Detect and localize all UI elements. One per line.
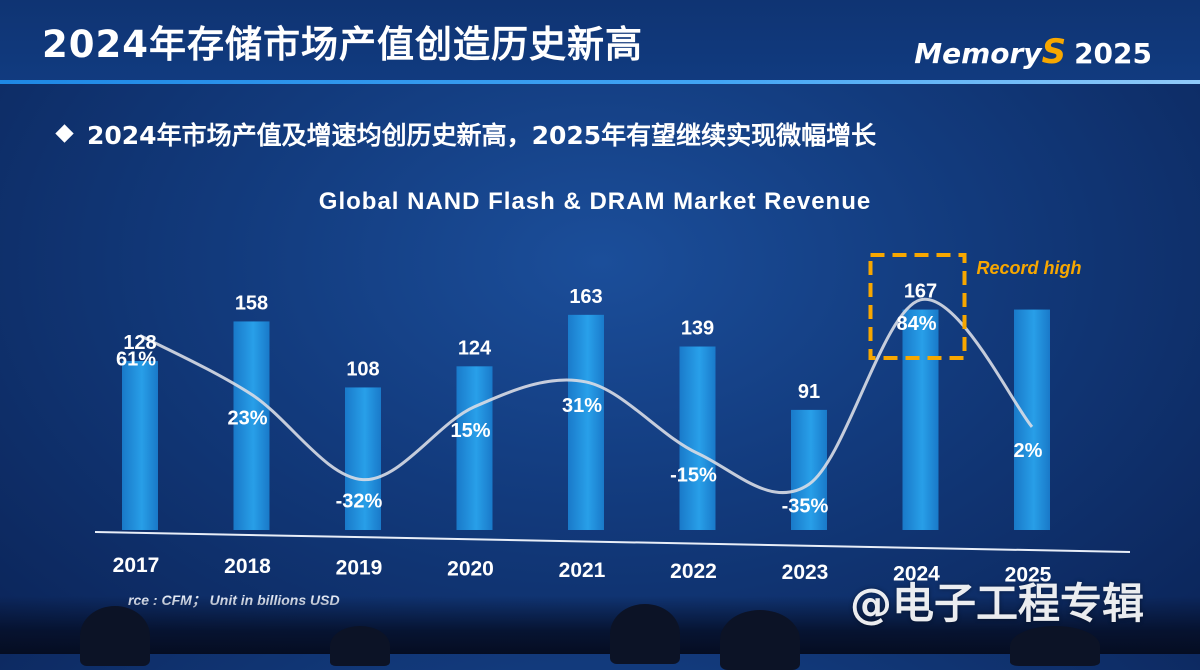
- revenue-value-label: 128: [123, 332, 156, 354]
- growth-rate-label: -15%: [670, 464, 717, 486]
- growth-rate-label: 15%: [450, 420, 490, 442]
- revenue-bar: [345, 387, 381, 530]
- revenue-bar: [456, 366, 493, 530]
- header-band: [0, 0, 1200, 84]
- revenue-value-label: 108: [346, 358, 379, 380]
- x-tick-label: 2017: [113, 554, 160, 577]
- x-tick-label: 2025: [1005, 564, 1052, 587]
- audience-head: [610, 604, 680, 664]
- revenue-value-label: 139: [681, 318, 714, 340]
- growth-rate-label: -35%: [782, 495, 829, 517]
- revenue-value-label: 91: [798, 381, 820, 403]
- chart-title: Global NAND Flash & DRAM Market Revenue: [318, 188, 872, 215]
- audience-silhouettes: [0, 596, 1200, 670]
- growth-rate-label: -32%: [336, 491, 383, 513]
- audience-head: [330, 626, 390, 666]
- revenue-bar: [233, 321, 270, 530]
- growth-rate-label: 2%: [1014, 440, 1043, 462]
- growth-rate-line: [139, 298, 1034, 495]
- revenue-chart: 128 158 108 124 163 139 91 167 61% 23% -32% 15% 31% -…: [94, 253, 1131, 587]
- audience-head: [80, 606, 150, 666]
- growth-rate-label: 61%: [116, 348, 156, 370]
- x-tick-label: 2024: [893, 562, 940, 585]
- revenue-bar: [902, 309, 939, 530]
- memorys-logo: MemoryS 2025: [914, 32, 1152, 72]
- subtitle-text: 2024年市场产值及增速均创历史新高，2025年有望继续实现微幅增长: [87, 121, 877, 150]
- revenue-value-label: 167: [904, 281, 937, 303]
- x-axis-line: [94, 531, 1131, 553]
- growth-rate-label: 84%: [896, 313, 936, 335]
- x-tick-label: 2022: [670, 560, 717, 583]
- revenue-bar: [679, 346, 716, 530]
- x-tick-label: 2023: [782, 561, 829, 584]
- subtitle-row: 2024年市场产值及增速均创历史新高，2025年有望继续实现微幅增长: [55, 116, 877, 152]
- header-rule: [0, 80, 1200, 84]
- audience-head: [1010, 626, 1100, 666]
- x-tick-label: 2019: [336, 556, 383, 579]
- revenue-bar: [568, 314, 604, 530]
- x-tick-label: 2020: [447, 558, 494, 581]
- x-tick-label: 2018: [224, 555, 271, 578]
- revenue-bar: [122, 361, 158, 530]
- growth-rate-label: 31%: [562, 395, 602, 417]
- revenue-bar: [1014, 309, 1050, 530]
- x-tick-label: 2021: [559, 559, 606, 582]
- revenue-value-label: 124: [458, 337, 492, 359]
- logo-prefix: Memory: [914, 37, 1042, 70]
- record-high-highlight-box: [868, 253, 967, 360]
- revenue-value-label: 158: [235, 292, 268, 314]
- record-high-label: Record high: [977, 258, 1082, 278]
- logo-year: 2025: [1074, 37, 1152, 70]
- audience-head: [720, 610, 800, 670]
- growth-rate-label: 23%: [227, 407, 267, 429]
- watermark: @电子工程专辑: [850, 579, 1145, 628]
- page-title: 2024年存储市场产值创造历史新高: [42, 23, 643, 66]
- revenue-value-label: 163: [569, 286, 602, 308]
- logo-mark: S: [1041, 32, 1067, 72]
